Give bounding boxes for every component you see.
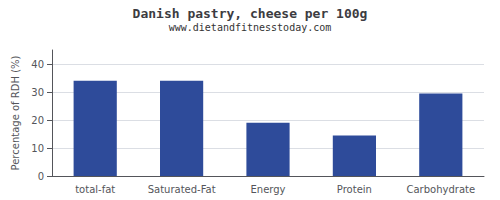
- svg-text:Energy: Energy: [250, 184, 285, 195]
- svg-text:Protein: Protein: [337, 184, 372, 195]
- svg-text:Danish pastry, cheese per 100g: Danish pastry, cheese per 100g: [133, 6, 368, 21]
- svg-text:20: 20: [31, 115, 44, 126]
- svg-text:Saturated-Fat: Saturated-Fat: [148, 184, 216, 195]
- svg-text:Carbohydrate: Carbohydrate: [406, 184, 475, 195]
- svg-text:www.dietandfitnesstoday.com: www.dietandfitnesstoday.com: [169, 22, 332, 33]
- svg-text:10: 10: [31, 143, 44, 154]
- svg-text:0: 0: [38, 171, 44, 182]
- svg-text:total-fat: total-fat: [75, 184, 115, 195]
- svg-text:40: 40: [31, 59, 44, 70]
- svg-text:Percentage of RDH (%): Percentage of RDH (%): [10, 55, 21, 170]
- svg-text:30: 30: [31, 87, 44, 98]
